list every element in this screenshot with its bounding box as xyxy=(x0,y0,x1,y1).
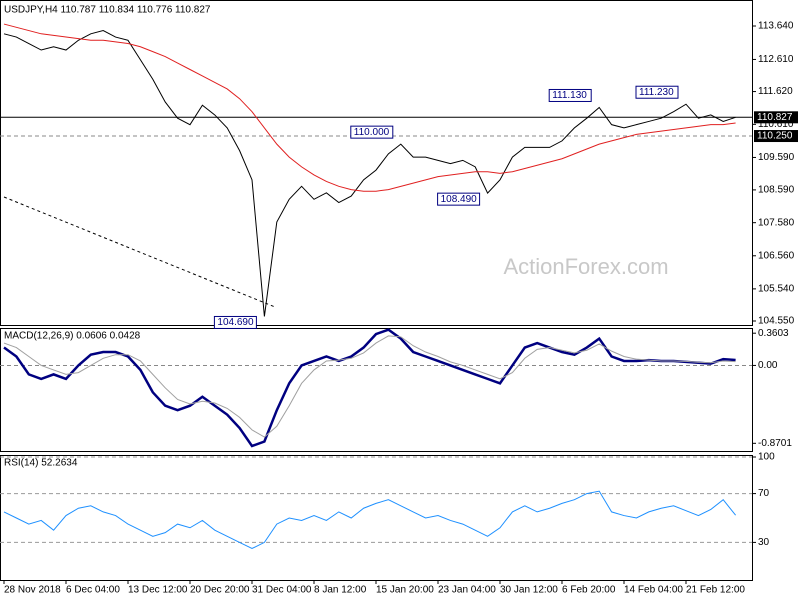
y-tick-label: 70 xyxy=(758,488,770,499)
price-panel xyxy=(0,0,753,326)
y-tick-label: 113.640 xyxy=(758,21,794,32)
price-label-box xyxy=(754,130,798,143)
annotation-label: 111.130 xyxy=(552,90,587,101)
y-tick-label: 109.590 xyxy=(758,152,795,163)
macd-title: MACD(12,26,9) 0.0606 0.0428 xyxy=(4,331,141,342)
x-tick-label: 6 Dec 04:00 xyxy=(66,585,120,596)
trendline xyxy=(3,196,276,308)
x-tick-label: 20 Dec 20:00 xyxy=(190,585,250,596)
rsi-title: RSI(14) 52.2634 xyxy=(4,458,78,469)
series-line xyxy=(3,490,736,550)
x-tick-label: 23 Jan 04:00 xyxy=(438,585,496,596)
x-tick-label: 21 Feb 12:00 xyxy=(686,585,745,596)
x-tick-label: 6 Feb 20:00 xyxy=(562,585,616,596)
annotation-box xyxy=(437,192,481,206)
series-line xyxy=(3,335,736,438)
y-tick-label: 110.610 xyxy=(758,119,794,130)
y-tick-label: 105.540 xyxy=(758,284,795,295)
annotation-box xyxy=(213,315,257,329)
x-tick-label: 15 Jan 20:00 xyxy=(376,585,434,596)
annotation-box xyxy=(350,125,394,139)
annotation-box xyxy=(548,88,592,102)
watermark: ActionForex.com xyxy=(503,254,668,279)
price-label: 110.250 xyxy=(757,131,793,142)
annotation-label: 108.490 xyxy=(441,194,478,205)
y-tick-label: 107.580 xyxy=(758,217,795,228)
y-tick-label: 106.560 xyxy=(758,250,795,261)
macd-panel xyxy=(0,328,753,452)
price-label: 110.827 xyxy=(757,112,793,123)
x-tick-label: 28 Nov 2018 xyxy=(4,585,61,596)
x-tick-label: 14 Feb 04:00 xyxy=(624,585,683,596)
annotation-label: 110.000 xyxy=(354,127,390,138)
y-tick-label: 100 xyxy=(758,452,775,463)
y-tick-label: 112.610 xyxy=(758,54,794,65)
y-tick-label: 30 xyxy=(758,537,770,548)
annotation-label: 111.230 xyxy=(639,87,674,98)
series-line xyxy=(3,30,736,317)
annotation-box xyxy=(635,85,679,99)
y-tick-label: 108.590 xyxy=(758,185,795,196)
x-tick-label: 13 Dec 12:00 xyxy=(128,585,188,596)
price-title: USDJPY,H4 110.787 110.834 110.776 110.82… xyxy=(4,5,211,16)
y-tick-label: 0.3603 xyxy=(758,328,789,339)
y-tick-label: -0.8701 xyxy=(758,438,792,449)
price-label-box xyxy=(754,111,798,124)
x-tick-label: 8 Jan 12:00 xyxy=(314,585,367,596)
y-tick-label: 104.550 xyxy=(758,316,795,327)
annotation-label: 104.690 xyxy=(217,317,254,328)
x-tick-label: 30 Jan 12:00 xyxy=(500,585,558,596)
series-line xyxy=(3,23,736,192)
y-tick-label: 111.620 xyxy=(758,86,793,97)
series-line xyxy=(3,328,736,448)
x-tick-label: 31 Dec 04:00 xyxy=(252,585,312,596)
y-tick-label: 0.00 xyxy=(758,360,778,371)
